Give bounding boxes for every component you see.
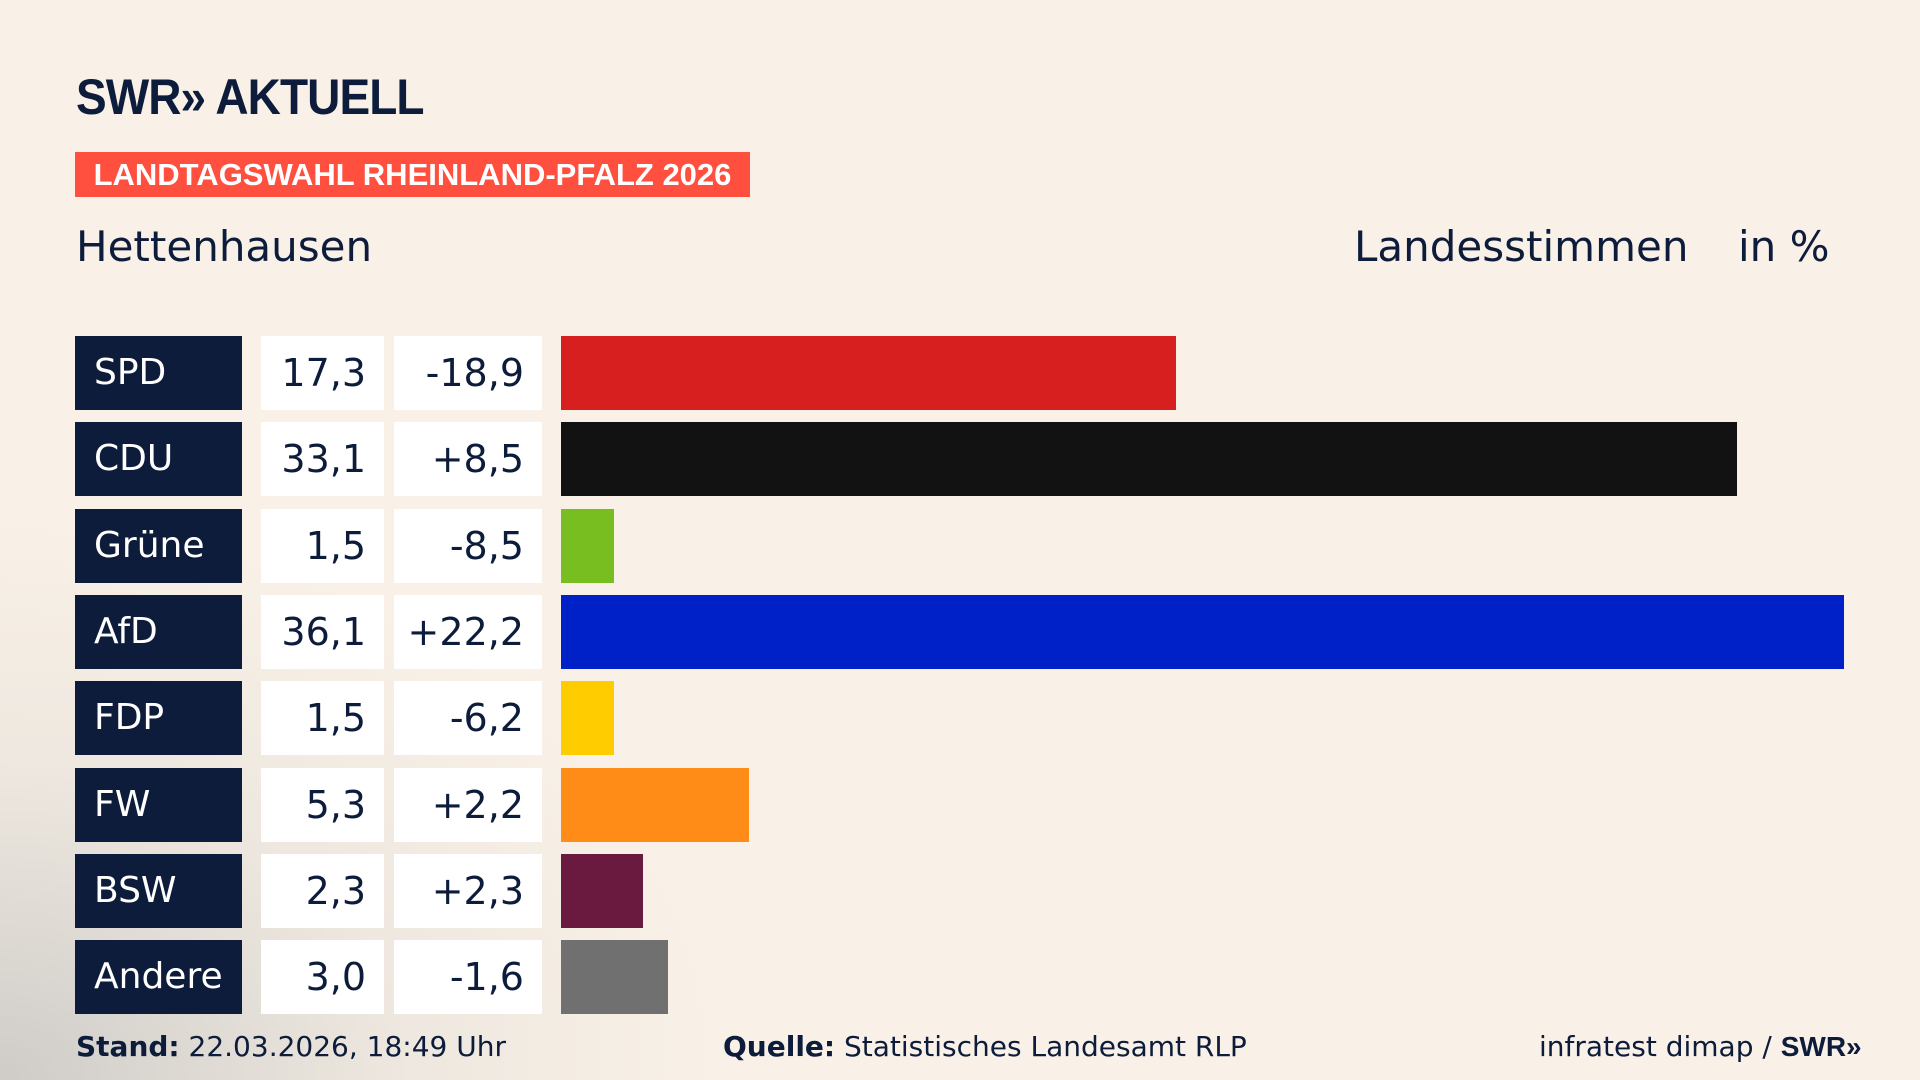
- bar-grüne: [561, 508, 615, 583]
- value-label: 1,5: [261, 681, 384, 756]
- timestamp: Stand: 22.03.2026, 18:49 Uhr: [76, 1030, 506, 1063]
- swr-aktuell-logo: SWR» AKTUELL: [76, 69, 424, 125]
- result-row: SPD 17,3 -18,9: [0, 336, 1920, 410]
- party-label: AfD: [75, 594, 242, 669]
- party-label: SPD: [75, 336, 242, 410]
- result-row: Andere 3,0 -1,6: [0, 940, 1920, 1015]
- stand-label: Stand:: [76, 1030, 180, 1063]
- result-row: FDP 1,5 -6,2: [0, 681, 1920, 756]
- bar-spd: [561, 336, 1176, 410]
- party-label: Grüne: [75, 508, 242, 583]
- source: Quelle: Statistisches Landesamt RLP: [723, 1030, 1247, 1063]
- diff-label: -6,2: [394, 681, 542, 756]
- result-row: CDU 33,1 +8,5: [0, 422, 1920, 497]
- value-label: 2,3: [261, 853, 384, 928]
- result-row: FW 5,3 +2,2: [0, 767, 1920, 842]
- party-label: BSW: [75, 853, 242, 928]
- credit-text: infratest dimap /: [1539, 1030, 1772, 1063]
- bar-bsw: [561, 853, 643, 928]
- bar-afd: [561, 594, 1844, 669]
- diff-label: -1,6: [394, 940, 542, 1015]
- place-title: Hettenhausen: [76, 222, 373, 271]
- party-label: FDP: [75, 681, 242, 756]
- election-banner: LANDTAGSWAHL RHEINLAND-PFALZ 2026: [75, 152, 750, 197]
- value-label: 5,3: [261, 767, 384, 842]
- value-label: 1,5: [261, 508, 384, 583]
- bar-andere: [561, 940, 668, 1015]
- party-label: Andere: [75, 940, 242, 1015]
- diff-label: -8,5: [394, 508, 542, 583]
- party-label: FW: [75, 767, 242, 842]
- credit: infratest dimap / SWR»: [1539, 1030, 1862, 1063]
- result-row: BSW 2,3 +2,3: [0, 853, 1920, 928]
- value-label: 36,1: [261, 594, 384, 669]
- party-label: CDU: [75, 422, 242, 497]
- source-value: Statistisches Landesamt RLP: [844, 1030, 1247, 1063]
- metric-label: Landesstimmen: [1354, 222, 1689, 271]
- bar-cdu: [561, 422, 1738, 497]
- swr-small-logo: SWR»: [1780, 1031, 1862, 1062]
- diff-label: -18,9: [394, 336, 542, 410]
- diff-label: +2,3: [394, 853, 542, 928]
- source-label: Quelle:: [723, 1030, 836, 1063]
- bar-fw: [561, 767, 750, 842]
- stand-value: 22.03.2026, 18:49 Uhr: [188, 1030, 506, 1063]
- value-label: 33,1: [261, 422, 384, 497]
- diff-label: +22,2: [394, 594, 542, 669]
- bar-fdp: [561, 681, 615, 756]
- diff-label: +2,2: [394, 767, 542, 842]
- unit-label: in %: [1738, 222, 1830, 271]
- value-label: 3,0: [261, 940, 384, 1015]
- diff-label: +8,5: [394, 422, 542, 497]
- result-row: Grüne 1,5 -8,5: [0, 508, 1920, 583]
- value-label: 17,3: [261, 336, 384, 410]
- result-row: AfD 36,1 +22,2: [0, 594, 1920, 669]
